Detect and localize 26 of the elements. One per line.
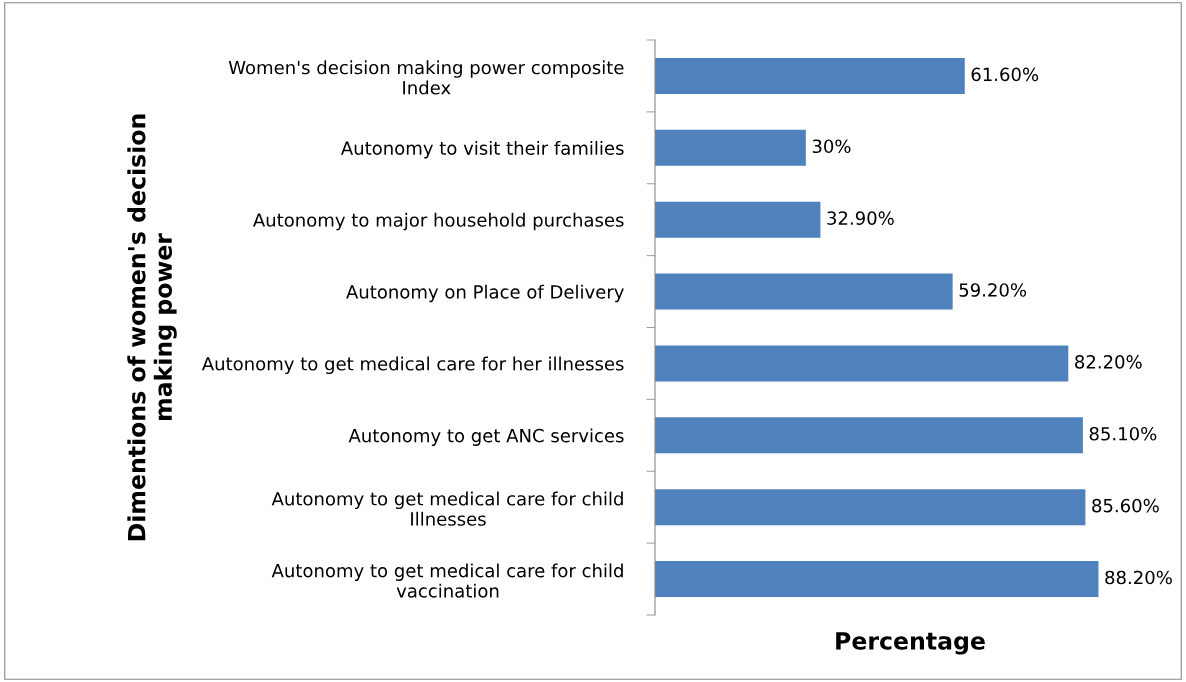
- data-label: 61.60%: [971, 67, 1039, 82]
- y-tick-label: Autonomy to major household purchases: [252, 212, 624, 231]
- y-tick-label: Women's decision making power composite Index: [228, 60, 624, 95]
- bar: [655, 417, 1083, 454]
- bar: [655, 129, 806, 166]
- data-label: 32.90%: [827, 211, 894, 225]
- data-label: 30%: [812, 139, 851, 154]
- bar: [655, 201, 821, 238]
- y-axis-title: Dimentions of women's decision making power: [127, 114, 177, 541]
- y-tick-label: Autonomy to get medical care for child vaccination: [271, 563, 623, 598]
- y-tick-label: Autonomy to get medical care for child Illnesses: [271, 491, 623, 526]
- x-axis-title: Percentage: [836, 632, 985, 655]
- bar: [655, 57, 965, 94]
- data-label: 82.20%: [1075, 355, 1142, 369]
- data-label: 85.10%: [1089, 426, 1157, 441]
- data-label: 85.60%: [1092, 498, 1159, 513]
- bar: [655, 561, 1099, 598]
- data-label: 59.20%: [959, 283, 1027, 297]
- y-tick-label: Autonomy on Place of Delivery: [346, 284, 624, 303]
- y-tick-label: Autonomy to get medical care for her illnesses: [201, 356, 624, 375]
- y-tick-label: Autonomy to visit their families: [340, 140, 624, 159]
- bar: [655, 489, 1086, 526]
- y-tick-label: Autonomy to get ANC services: [348, 428, 624, 446]
- bar: [655, 273, 953, 310]
- bar: [655, 345, 1069, 382]
- data-label: 88.20%: [1105, 570, 1172, 585]
